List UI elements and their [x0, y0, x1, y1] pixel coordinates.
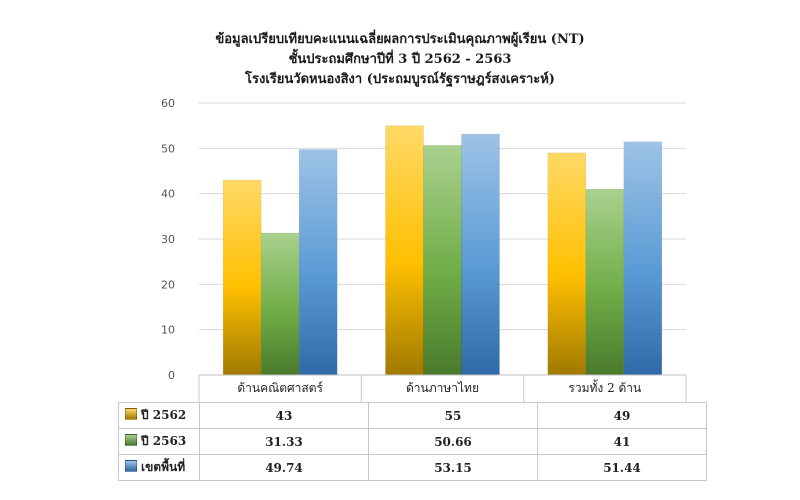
chart-title: ข้อมูลเปรียบเทียบคะแนนเฉลี่ยผลการประเมิน…: [0, 30, 800, 90]
bar: [585, 188, 625, 376]
x-tick-label: ด้านคณิตศาสตร์: [237, 381, 323, 395]
chart-title-line-1: ข้อมูลเปรียบเทียบคะแนนเฉลี่ยผลการประเมิน…: [215, 32, 585, 47]
data-table: ปี 2562 43 55 49 ปี 2563 31.33 50.66 41 เขตพื้นท…: [118, 402, 707, 481]
legend-label: ปี 2563: [141, 434, 187, 448]
data-cell: 31.33: [199, 428, 369, 455]
legend-swatch: [125, 434, 137, 446]
data-cell: 53.15: [368, 454, 538, 481]
legend-swatch: [125, 408, 137, 420]
x-tick-label: รวมทั้ง 2 ด้าน: [568, 379, 641, 395]
bar: [547, 152, 587, 376]
data-cell: 49: [537, 402, 707, 429]
table-row: ปี 2563 31.33 50.66 41: [118, 428, 707, 455]
legend-label: ปี 2562: [141, 408, 187, 422]
bar: [260, 232, 300, 376]
data-cell: 50.66: [368, 428, 538, 455]
bar: [385, 125, 424, 376]
legend-label: เขตพื้นที่: [141, 460, 186, 474]
legend-entry: ปี 2563: [118, 428, 200, 455]
bar: [222, 179, 262, 376]
legend-swatch: [125, 460, 137, 472]
legend-entry: เขตพื้นที่: [118, 454, 200, 481]
y-tick-label: 40: [161, 188, 175, 201]
y-tick-label: 20: [161, 278, 175, 291]
data-cell: 55: [368, 402, 538, 429]
data-cell: 49.74: [199, 454, 369, 481]
y-tick-label: 60: [161, 97, 175, 110]
x-tick-label: ด้านภาษาไทย: [406, 381, 479, 395]
y-tick-label: 30: [161, 233, 175, 246]
data-cell: 51.44: [537, 454, 707, 481]
y-tick-label: 50: [161, 142, 175, 155]
chart-title-line-3: โรงเรียนวัดหนองสิงา (ประถมบูรณ์รัฐราษฎร์…: [245, 72, 555, 87]
data-cell: 43: [199, 402, 369, 429]
bar: [298, 149, 338, 376]
table-row: เขตพื้นที่ 49.74 53.15 51.44: [118, 454, 707, 481]
y-tick-label: 10: [161, 324, 175, 337]
data-cell: 41: [537, 428, 707, 455]
y-tick-label: 0: [168, 369, 175, 382]
bar: [423, 145, 462, 376]
table-row: ปี 2562 43 55 49: [118, 402, 707, 429]
bar: [623, 141, 663, 376]
legend-entry: ปี 2562: [118, 402, 200, 429]
bar: [461, 133, 500, 376]
chart-title-line-2: ชั้นประถมศึกษาปีที่ 3 ปี 2562 - 2563: [288, 52, 512, 67]
